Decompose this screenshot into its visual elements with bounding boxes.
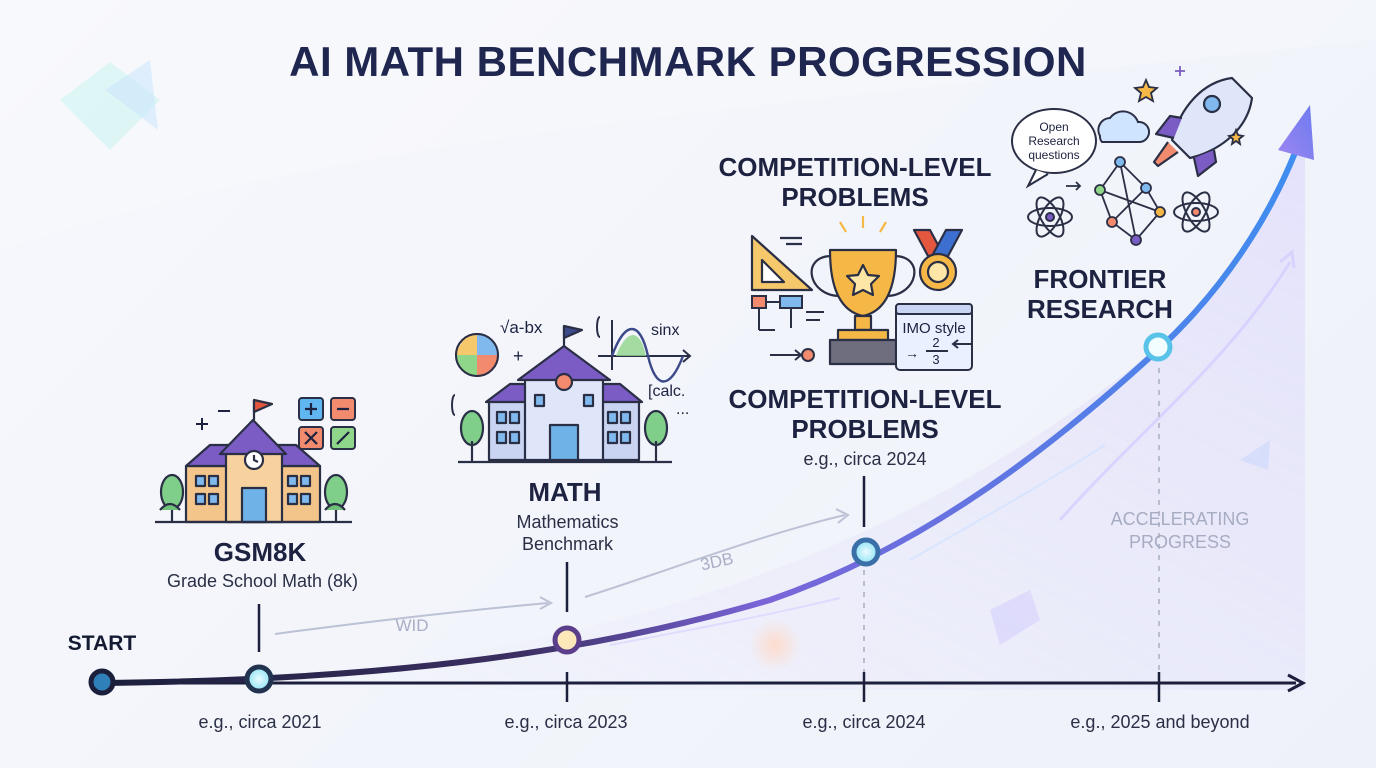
math-formula-sqrt: √a-bx <box>500 318 543 337</box>
faint-arrows <box>274 249 1296 646</box>
stage-frontier-title: FRONTIER RESEARCH <box>1027 264 1173 324</box>
timeline-axis-arrowhead <box>1287 673 1307 693</box>
curve-glow-area <box>260 130 1305 690</box>
imo-arrow-mark: → <box>905 345 919 361</box>
year-label-gsm8k: e.g., circa 2021 <box>198 712 322 732</box>
stage-competition-note: e.g., circa 2024 <box>803 449 927 469</box>
cloud-icon <box>1097 110 1150 143</box>
network-icon <box>1066 156 1166 246</box>
imo-fraction-denominator: 3 <box>932 352 939 367</box>
trophy-icon <box>810 216 916 366</box>
calculator-icon <box>196 397 356 450</box>
year-label-math: e.g., circa 2023 <box>504 712 628 732</box>
flowchart-icon <box>751 295 824 362</box>
imo-card-icon <box>895 303 973 371</box>
stage-gsm8k-title: GSM8K <box>213 537 307 567</box>
page-title: AI MATH BENCHMARK PROGRESSION <box>289 38 1087 85</box>
stage-math-description: Mathematics Benchmark <box>516 512 619 554</box>
math-formula-dots: ... <box>676 401 689 418</box>
timeline-ticks <box>257 476 1161 702</box>
milestone-node-competition <box>851 537 881 567</box>
rocket-icon <box>1152 76 1254 178</box>
milestone-node-math <box>552 625 582 655</box>
math-formula-calc: [calc. <box>648 383 685 400</box>
arrow-label-3db: 3DB <box>699 549 735 574</box>
stage-gsm8k-description: Grade School Math (8k) <box>166 571 359 591</box>
formula-icon <box>451 316 692 416</box>
bubble-text-3: questions <box>1028 148 1079 162</box>
school-building-icon <box>155 398 352 524</box>
star-icon <box>1132 66 1246 147</box>
math-plus-sign: + <box>513 346 524 366</box>
arrow-label-wid: WID <box>395 616 428 635</box>
milestone-node-gsm8k <box>244 664 274 694</box>
progression-arrowhead <box>1278 105 1314 160</box>
accelerating-progress-label: ACCELERATING PROGRESS <box>1110 509 1250 552</box>
dashed-guides <box>863 368 1160 672</box>
atom-icon <box>1027 191 1219 238</box>
math-formula-sin: sinx <box>651 322 679 339</box>
start-node <box>88 668 116 696</box>
year-label-competition: e.g., circa 2024 <box>802 712 926 732</box>
stage-competition-title: COMPETITION-LEVEL PROBLEMS <box>728 384 1002 444</box>
glow-spot <box>749 619 801 671</box>
start-label: START <box>67 632 137 655</box>
stage-competition-header: COMPETITION-LEVEL PROBLEMS <box>718 152 992 212</box>
medal-icon <box>912 228 964 292</box>
imo-style-label: IMO style <box>902 320 965 337</box>
stage-math-title: MATH <box>528 477 602 507</box>
bubble-text-1: Open <box>1039 120 1068 134</box>
speech-bubble-icon <box>1011 108 1097 189</box>
bubble-text-2: Research <box>1028 134 1079 148</box>
year-label-frontier: e.g., 2025 and beyond <box>1070 712 1250 732</box>
progression-curve <box>99 137 1303 686</box>
university-building-icon <box>458 324 672 464</box>
imo-fraction-numerator: 2 <box>932 335 939 350</box>
triangle-ruler-icon <box>750 234 814 292</box>
milestone-node-frontier <box>1143 332 1173 362</box>
